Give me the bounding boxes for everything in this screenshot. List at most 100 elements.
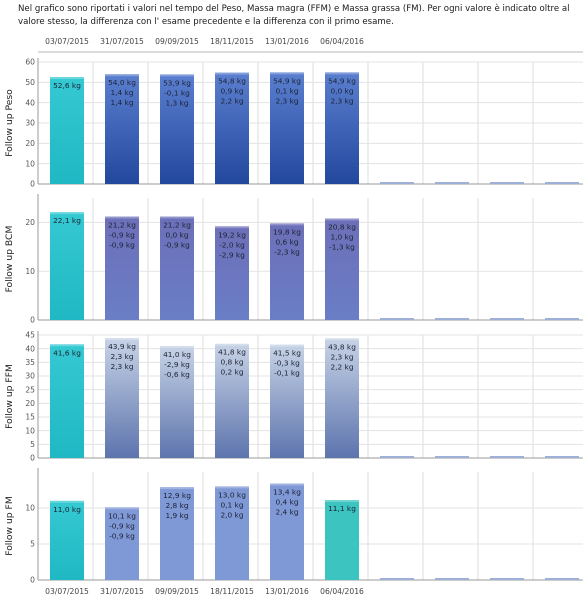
y-tick-label: 20 [25, 399, 35, 408]
y-tick-label: 5 [30, 440, 35, 449]
bar-highlight [215, 486, 249, 489]
bar-data-label: 41,6 kg [53, 348, 81, 357]
bar-highlight [160, 345, 194, 348]
bar-data-label: 12,9 kg [163, 491, 191, 500]
y-tick-label: 10 [25, 159, 35, 168]
bar-data-label: -2,0 kg [219, 240, 245, 249]
top-date-label: 06/04/2016 [320, 37, 364, 46]
bar-highlight [160, 487, 194, 490]
y-tick-label: 10 [25, 504, 35, 513]
bar [270, 483, 304, 580]
bar-data-label: 22,1 kg [53, 216, 81, 225]
bar-highlight [160, 216, 194, 219]
bar-data-label: -0,9 kg [109, 241, 135, 250]
bar-data-label: 2,3 kg [110, 362, 133, 371]
empty-bar-slot [380, 318, 414, 320]
bar-data-label: 54,9 kg [328, 76, 356, 85]
bar [270, 344, 304, 458]
y-axis-label: Follow up BCM [4, 226, 15, 293]
y-tick-label: 40 [25, 98, 35, 107]
bar-data-label: 2,2 kg [330, 362, 353, 371]
y-tick-label: 40 [25, 344, 35, 353]
y-tick-label: 20 [25, 218, 35, 227]
bar-data-label: 41,0 kg [163, 350, 191, 359]
bar [105, 507, 139, 580]
bar-data-label: 41,8 kg [218, 348, 246, 357]
bar-highlight [105, 338, 139, 341]
bottom-date-label: 09/09/2015 [155, 587, 199, 596]
y-tick-label: 45 [25, 331, 35, 340]
bar-data-label: 0,2 kg [220, 368, 243, 377]
bar-data-label: -0,9 kg [109, 231, 135, 240]
top-date-label: 13/01/2016 [265, 37, 309, 46]
empty-bar-slot [545, 182, 579, 184]
bar-highlight [160, 74, 194, 77]
chart-panel: 0 5 10 15 20 25 30 35 40 45 Follow up FFM 41,6 kg 43… [4, 331, 583, 463]
bar-highlight [105, 74, 139, 77]
empty-bar-slot [435, 318, 469, 320]
bar [160, 216, 194, 320]
y-tick-label: 0 [30, 576, 35, 585]
bar-highlight [325, 72, 359, 75]
y-tick-label: 0 [30, 454, 35, 463]
y-tick-label: 60 [25, 58, 35, 67]
y-tick-label: 0 [30, 316, 35, 325]
bar-data-label: 2,8 kg [165, 501, 188, 510]
bar [50, 344, 84, 458]
bar-data-label: -0,9 kg [109, 531, 135, 540]
chart-panel: 0 10 20 30 40 50 60 Follow up Peso 52,6 kg 54,0 k… [4, 58, 583, 189]
empty-bar-slot [490, 578, 524, 580]
y-tick-label: 30 [25, 372, 35, 381]
bar-data-label: 54,0 kg [108, 78, 136, 87]
bar-data-label: 11,0 kg [53, 505, 81, 514]
y-tick-label: 0 [30, 180, 35, 189]
y-axis-label: Follow up FM [4, 496, 15, 556]
bar [215, 486, 249, 580]
bar-data-label: 41,5 kg [273, 349, 301, 358]
empty-bar-slot [380, 182, 414, 184]
empty-bar-slot [435, 182, 469, 184]
bar-highlight [50, 500, 84, 503]
intro-description: Nel grafico sono riportati i valori nel … [18, 4, 570, 27]
empty-bar-slot [435, 456, 469, 458]
bar-data-label: 2,2 kg [220, 97, 243, 106]
bar-highlight [215, 343, 249, 346]
bar-data-label: 0,1 kg [275, 86, 298, 95]
bar [215, 343, 249, 458]
bar [325, 72, 359, 184]
bar-data-label: 19,2 kg [218, 230, 246, 239]
bar-data-label: 1,9 kg [165, 511, 188, 520]
bar-data-label: -2,9 kg [164, 360, 190, 369]
bar-highlight [270, 483, 304, 486]
bar [270, 223, 304, 320]
bar-data-label: 0,0 kg [165, 231, 188, 240]
bar [50, 500, 84, 580]
bar-highlight [270, 72, 304, 75]
top-date-label: 31/07/2015 [100, 37, 144, 46]
bar-highlight [325, 338, 359, 341]
bar-data-label: -0,9 kg [109, 521, 135, 530]
bar-data-label: -0,9 kg [164, 241, 190, 250]
empty-bar-slot [545, 318, 579, 320]
bar-data-label: 21,2 kg [163, 221, 191, 230]
bar-highlight [270, 344, 304, 347]
bottom-date-label: 18/11/2015 [210, 587, 254, 596]
bar-data-label: -0,1 kg [164, 88, 190, 97]
top-date-label: 03/07/2015 [45, 37, 89, 46]
bar-data-label: 52,6 kg [53, 81, 81, 90]
bar-data-label: 2,0 kg [220, 510, 243, 519]
empty-bar-slot [545, 456, 579, 458]
bar-data-label: -0,1 kg [274, 369, 300, 378]
bar [50, 77, 84, 184]
bar-data-label: -2,9 kg [219, 250, 245, 259]
bar-data-label: 13,4 kg [273, 488, 301, 497]
bar-data-label: 19,8 kg [273, 227, 301, 236]
bar [325, 500, 359, 580]
y-tick-label: 10 [25, 267, 35, 276]
bar-data-label: 54,9 kg [273, 76, 301, 85]
bar-data-label: 10,1 kg [108, 511, 136, 520]
bar-data-label: 0,0 kg [330, 86, 353, 95]
y-tick-label: 30 [25, 119, 35, 128]
bar-data-label: 43,8 kg [328, 342, 356, 351]
